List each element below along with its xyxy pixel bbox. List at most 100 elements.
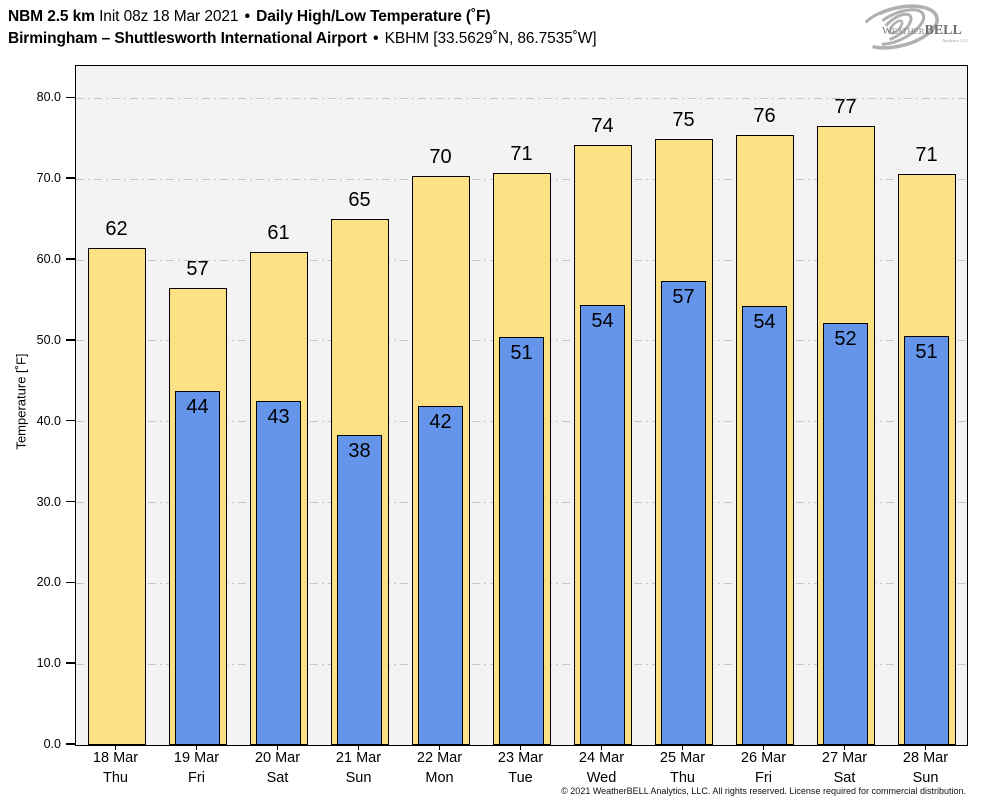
y-tick [66,258,75,260]
x-tick-label: 21 Mar Sun [314,749,404,788]
init-time: Init 08z 18 Mar 2021 [99,8,239,25]
x-label-date: 18 Mar [92,750,139,766]
x-label-day: Thu [103,769,128,786]
x-tick-label: 22 Mar Mon [395,749,485,788]
bar-low-label: 54 [753,311,776,334]
bar-low-label: 51 [915,340,938,363]
x-label-date: 26 Mar [740,750,787,766]
bar-high-label: 70 [429,145,452,168]
svg-text:WEATHERBELL: WEATHERBELL [882,23,962,38]
bar-low [580,305,625,745]
y-tick [66,96,75,99]
x-label-date: 28 Mar [902,750,949,766]
x-tick [924,746,927,750]
bar-high-label: 62 [105,217,128,240]
x-tick [357,746,360,750]
y-tick [66,500,75,503]
bar-high-label: 71 [915,143,938,166]
x-tick [843,746,846,750]
bar-high-label: 61 [267,221,290,244]
x-tick [600,746,603,750]
y-tick-label: 50.0 [36,332,61,347]
x-tick-label: 24 Mar Wed [557,749,647,788]
x-label-date: 23 Mar [497,750,544,766]
x-tick [276,746,279,750]
x-label-date: 27 Mar [821,750,868,766]
x-tick-label: 20 Mar Sat [233,749,323,788]
x-label-day: Tue [508,769,533,786]
x-label-day: Wed [586,769,617,786]
bar-low-label: 43 [267,405,290,428]
plot-area: 62 57 61 65 70 71 74 75 76 77 71 44 43 38 42 51 54 57 54 52… [75,65,968,746]
x-label-date: 25 Mar [659,750,706,766]
bar-low-label: 51 [510,341,533,364]
bar-low [256,400,301,745]
separator: • [373,30,379,47]
bar-low [823,323,868,745]
bar-low-label: 38 [348,440,371,463]
bar-low [499,336,544,745]
product-title: Daily High/Low Temperature (˚F) [256,8,491,25]
bar-low [661,281,706,745]
bar-low [742,306,787,745]
x-label-day: Sat [833,769,856,786]
x-label-date: 19 Mar [173,750,220,766]
logo-subtext: Analytics LLC [942,38,969,43]
bar-high-label: 71 [510,142,533,165]
station-name: Birmingham – Shuttlesworth International… [8,30,367,47]
station-coordinates: KBHM [33.5629˚N, 86.7535˚W] [384,30,597,47]
x-label-date: 20 Mar [254,750,301,766]
y-tick-label: 10.0 [36,656,61,671]
copyright-notice: © 2021 WeatherBELL Analytics, LLC. All r… [561,786,966,796]
bar-low-label: 52 [834,328,857,351]
bar-low-label: 44 [186,395,209,418]
weatherbell-logo: WEATHERBELL Analytics LLC [846,2,978,54]
x-tick-label: 25 Mar Thu [638,749,728,788]
x-tick [519,746,522,750]
y-tick [66,177,75,179]
x-label-date: 22 Mar [416,750,463,766]
x-label-day: Sun [345,769,372,786]
x-label-day: Sat [266,769,289,786]
bar-low-label: 54 [591,310,614,333]
bar-low [337,435,382,745]
x-tick [195,746,198,750]
bar-high-label: 75 [672,108,695,131]
y-tick [66,743,75,745]
x-label-day: Thu [670,769,695,786]
bar-high-label: 77 [834,95,857,118]
x-tick-label: 28 Mar Sun [881,749,971,788]
y-tick-label: 30.0 [36,494,61,509]
model-name: NBM 2.5 km [8,8,95,25]
x-label-day: Fri [755,769,772,786]
x-tick-label: 19 Mar Fri [152,749,242,788]
x-label-date: 24 Mar [578,750,625,766]
chart-header: NBM 2.5 km Init 08z 18 Mar 2021 • Daily … [8,6,597,50]
x-tick [681,746,684,750]
hurricane-swirl-icon: WEATHERBELL Analytics LLC [857,4,969,50]
bar-high-label: 65 [348,188,371,211]
x-label-day: Fri [188,769,205,786]
y-tick-label: 60.0 [36,252,61,266]
x-tick [438,746,441,750]
y-tick-label: 0.0 [43,737,61,751]
y-tick-label: 80.0 [36,90,61,105]
bar-low [175,390,220,745]
bar-low-label: 42 [429,411,452,434]
x-label-day: Sun [912,769,939,786]
separator: • [244,8,250,25]
bar-high-label: 74 [591,115,614,138]
x-tick-label: 23 Mar Tue [476,749,566,788]
x-label-date: 21 Mar [335,750,382,766]
bar-high-label: 57 [186,258,209,281]
x-tick [762,746,765,750]
x-tick [114,746,117,750]
y-tick [66,581,75,584]
header-line-1: NBM 2.5 km Init 08z 18 Mar 2021 • Daily … [8,6,597,28]
x-tick-label: 26 Mar Fri [719,749,809,788]
y-tick-label: 40.0 [36,413,61,428]
bar-high-label: 76 [753,104,776,127]
y-tick [66,339,75,341]
y-axis-title: Temperature [˚F] [13,353,29,450]
